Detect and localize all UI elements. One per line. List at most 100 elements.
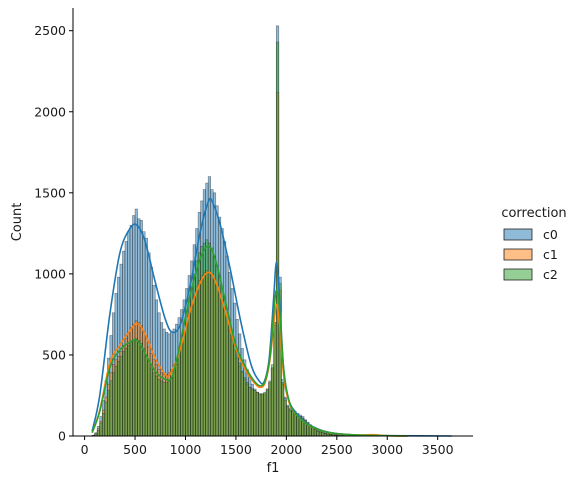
bar-c2-63 bbox=[250, 388, 254, 437]
bar-c2-12 bbox=[122, 351, 126, 437]
bar-c2-16 bbox=[132, 340, 136, 437]
bar-c2-76 bbox=[283, 398, 287, 437]
axes: 0 500 1000 1500 2000 2500 3000 3500 0 500 1000 1500… bbox=[10, 8, 473, 476]
legend-label-c1: c1 bbox=[543, 247, 558, 262]
bar-c2-23 bbox=[149, 367, 153, 437]
bar-c2-57 bbox=[235, 354, 239, 437]
bar-c2-44 bbox=[202, 242, 206, 437]
bar-c2-28 bbox=[162, 382, 166, 437]
bar-c2-58 bbox=[238, 362, 242, 437]
y-tick-label: 0 bbox=[58, 429, 66, 444]
legend: correction c0 c1 c2 bbox=[501, 206, 566, 282]
y-axis-label: Count bbox=[10, 203, 25, 242]
plot-area bbox=[91, 25, 452, 437]
bar-c2-24 bbox=[152, 372, 156, 437]
x-tick-label: 500 bbox=[123, 442, 147, 457]
bar-c2-75 bbox=[281, 382, 285, 437]
bar-c2-7 bbox=[109, 380, 113, 437]
bar-c2-26 bbox=[157, 378, 161, 437]
bar-c2-90 bbox=[318, 431, 322, 437]
bar-c2-35 bbox=[180, 343, 184, 437]
bar-c2-29 bbox=[165, 382, 169, 437]
bar-c2-32 bbox=[172, 372, 176, 437]
bar-c2-15 bbox=[129, 341, 133, 437]
bar-c2-54 bbox=[228, 323, 232, 437]
bar-c2-3 bbox=[99, 422, 103, 437]
bar-c2-25 bbox=[154, 375, 159, 437]
x-tick-label: 2000 bbox=[270, 442, 302, 457]
bar-c2-4 bbox=[101, 413, 106, 437]
bar-c2-72 bbox=[273, 322, 277, 437]
bar-c2-14 bbox=[127, 344, 131, 437]
x-tick-label: 1500 bbox=[220, 442, 252, 457]
y-tick-label: 2500 bbox=[34, 23, 66, 38]
x-tick-label: 3000 bbox=[371, 442, 403, 457]
bar-c2-53 bbox=[225, 312, 229, 437]
bar-c2-59 bbox=[240, 370, 244, 437]
bar-c2-55 bbox=[230, 335, 234, 437]
bar-c2-79 bbox=[291, 411, 295, 437]
x-tick-label: 0 bbox=[81, 442, 89, 457]
bar-c2-51 bbox=[220, 288, 224, 437]
legend-swatch-c1 bbox=[503, 248, 533, 261]
bar-c2-65 bbox=[255, 391, 259, 437]
bar-c2-64 bbox=[253, 390, 257, 437]
bar-c2-66 bbox=[258, 393, 262, 437]
bar-c2-60 bbox=[243, 377, 247, 437]
bar-c2-45 bbox=[205, 239, 209, 437]
y-tick-label: 1500 bbox=[34, 185, 66, 200]
bar-c2-71 bbox=[270, 364, 275, 437]
bar-c2-36 bbox=[182, 330, 186, 437]
bar-c2-37 bbox=[185, 315, 189, 437]
bar-c2-49 bbox=[215, 265, 219, 437]
x-tick-label: 3500 bbox=[422, 442, 454, 457]
bar-c2-6 bbox=[107, 390, 111, 437]
bar-c2-17 bbox=[134, 338, 138, 437]
kde-line-c2 bbox=[91, 245, 408, 437]
bar-c2-34 bbox=[177, 354, 181, 437]
bar-c2-38 bbox=[187, 301, 191, 437]
bar-c2-50 bbox=[217, 276, 222, 437]
bar-c2-13 bbox=[124, 348, 128, 437]
bar-c2-31 bbox=[170, 377, 174, 437]
bar-c2-89 bbox=[316, 430, 320, 437]
bar-c2-18 bbox=[137, 340, 141, 437]
x-tick-label: 1000 bbox=[170, 442, 202, 457]
bar-c2-61 bbox=[245, 382, 249, 437]
bar-c2-52 bbox=[223, 299, 227, 437]
bar-c2-42 bbox=[197, 252, 201, 437]
bar-c2-68 bbox=[263, 391, 267, 437]
legend-title: correction bbox=[501, 206, 566, 221]
legend-label-c2: c2 bbox=[543, 267, 558, 282]
bar-c2-62 bbox=[248, 387, 252, 437]
bar-c2-87 bbox=[311, 427, 315, 437]
bar-c2-69 bbox=[265, 388, 270, 437]
bar-c2-70 bbox=[268, 380, 272, 437]
legend-swatch-c0 bbox=[503, 228, 533, 241]
y-tick-label: 2000 bbox=[34, 104, 66, 119]
y-tick-label: 500 bbox=[42, 347, 66, 362]
legend-label-c0: c0 bbox=[543, 227, 558, 242]
bar-c2-11 bbox=[119, 356, 123, 437]
bar-c2-22 bbox=[147, 361, 151, 437]
bar-c2-67 bbox=[260, 393, 264, 437]
bar-c2-9 bbox=[114, 365, 118, 437]
bar-c2-77 bbox=[286, 406, 290, 437]
bar-c2-21 bbox=[144, 354, 148, 437]
bar-c2-56 bbox=[233, 344, 237, 437]
bar-c2-10 bbox=[117, 361, 121, 437]
bar-c2-88 bbox=[313, 429, 317, 437]
x-tick-label: 2500 bbox=[321, 442, 353, 457]
x-axis-label: f1 bbox=[267, 461, 280, 476]
bar-c2-19 bbox=[139, 343, 143, 437]
bar-c2-33 bbox=[175, 364, 179, 437]
bar-c2-8 bbox=[112, 372, 116, 437]
bar-c2-27 bbox=[159, 380, 164, 437]
bar-c2-20 bbox=[142, 348, 146, 437]
bar-c2-78 bbox=[288, 409, 292, 437]
legend-swatch-c2 bbox=[503, 268, 533, 281]
bar-c2-43 bbox=[200, 246, 204, 437]
bar-c2-30 bbox=[167, 380, 171, 437]
bar-c2-80 bbox=[293, 413, 297, 437]
